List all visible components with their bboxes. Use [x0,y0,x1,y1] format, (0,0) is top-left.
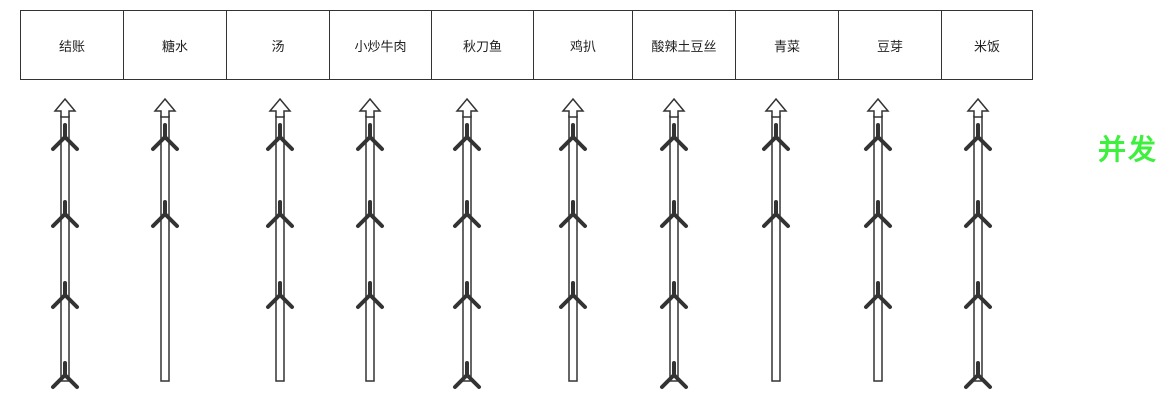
station-bar: 结账 糖水 汤 小炒牛肉 秋刀鱼 鸡扒 酸辣土豆丝 青菜 豆芽 米饭 [20,10,1033,80]
arrow-head [662,97,686,118]
arrow-shaft [669,115,679,382]
arrow-shaft [873,115,883,382]
arrow-head [455,97,479,118]
arrow-head [358,97,382,118]
concurrency-label: 并发 [1098,133,1159,166]
arrow-head [268,97,292,118]
arrow-head [764,97,788,118]
arrow-shaft [771,115,781,382]
station-cell-potato-shreds: 酸辣土豆丝 [633,11,736,79]
station-cell-chicken-chop: 鸡扒 [534,11,633,79]
station-cell-stir-fry-beef: 小炒牛肉 [330,11,432,79]
arrow-shaft [60,115,70,382]
arrow-head [153,97,177,118]
arrow-head [561,97,585,118]
arrow-head [966,97,990,118]
arrow-shaft [973,115,983,382]
arrow-shaft [568,115,578,382]
station-cell-saury: 秋刀鱼 [432,11,534,79]
arrow-shaft [275,115,285,382]
station-cell-sweet-soup: 糖水 [124,11,227,79]
arrow-head [53,97,77,118]
arrow-head [866,97,890,118]
station-cell-rice: 米饭 [973,39,1000,55]
arrow-shaft [160,115,170,382]
station-cell-checkout: 结账 [21,11,124,79]
station-cell-soup: 汤 [227,11,330,79]
arrow-shaft [365,115,375,382]
station-cell-bean-sprouts: 豆芽 [839,11,942,79]
station-cell-greens: 青菜 [736,11,839,79]
arrow-shaft [462,115,472,382]
